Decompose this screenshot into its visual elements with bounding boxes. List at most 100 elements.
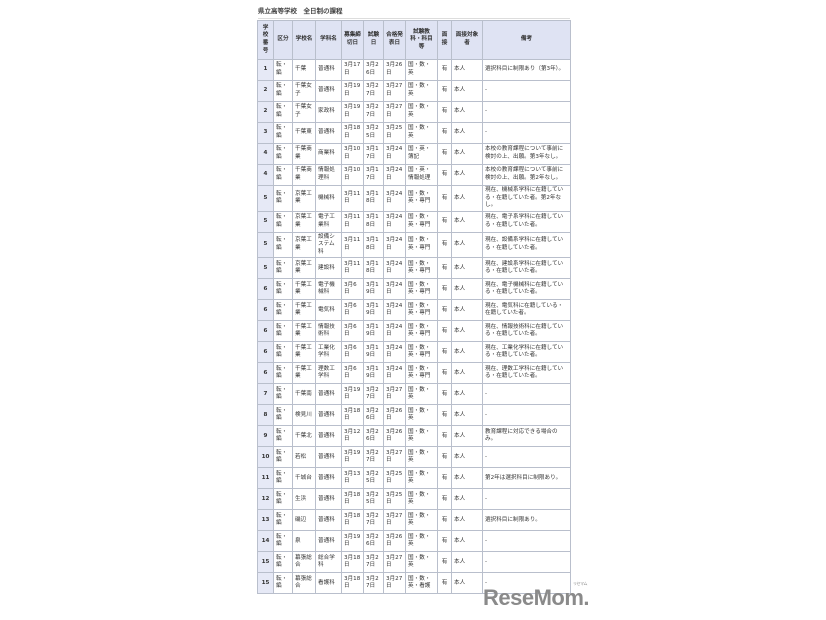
cell-interview-target: 本人 — [451, 404, 483, 427]
cell-interview: 有 — [437, 425, 452, 448]
cell-exam-date: 3月27日 — [363, 383, 384, 406]
table-row: 5 転・編 京葉工業 設備システム科 3月11日 3月18日 3月24日 国・数・英・専門有本… — [257, 231, 571, 259]
cell-category: 転・編 — [273, 320, 293, 343]
cell-school-name: 千葉女子 — [292, 101, 316, 123]
cell-result-date: 3月24日 — [383, 299, 406, 322]
cell-school-number: 6 — [257, 320, 274, 343]
cell-result-date: 3月24日 — [383, 257, 406, 280]
cell-school-name: 磯辺 — [292, 509, 316, 532]
cell-exam-subjects: 国・数・英 — [405, 59, 438, 81]
cell-department: 家政科 — [315, 101, 342, 123]
header-remarks: 備考 — [482, 20, 571, 60]
page-title: 県立高等学校 全日制の課程 — [258, 5, 570, 19]
cell-remarks: - — [482, 530, 571, 553]
cell-school-name: 幕張総合 — [292, 572, 316, 595]
cell-department: 普通科 — [315, 530, 342, 553]
cell-exam-subjects: 国・数・英 — [405, 551, 438, 574]
cell-department: 普通科 — [315, 59, 342, 81]
cell-remarks: - — [482, 551, 571, 574]
cell-interview: 有 — [437, 488, 452, 511]
cell-school-name: 千葉 — [292, 59, 316, 81]
cell-interview-target: 本人 — [451, 101, 483, 123]
cell-remarks: 現在、情報技術科に在籍している・在籍していた者。 — [482, 320, 571, 343]
cell-deadline: 3月11日 — [341, 257, 364, 280]
cell-interview-target: 本人 — [451, 143, 483, 165]
cell-deadline: 3月19日 — [341, 383, 364, 406]
cell-department: 電子工業科 — [315, 210, 342, 233]
table-row: 6 転・編 千葉工業 工業化学科 3月6日 3月19日 3月24日 国・数・英・専門有本人 現在… — [257, 341, 571, 364]
cell-school-number: 15 — [257, 551, 274, 574]
resemom-logo: ReseMom. リセマム — [483, 581, 590, 611]
cell-remarks: 選択科目に制限あり（第3年）。 — [482, 59, 571, 81]
table-row: 3 転・編 千葉東 普通科 3月18日 3月25日 3月25日 国・数・英有本人 - — [257, 122, 571, 144]
table-row: 6 転・編 千葉工業 電子機械科 3月6日 3月19日 3月24日 国・数・英・専門有本人 現在… — [257, 278, 571, 301]
cell-exam-date: 3月25日 — [363, 122, 384, 144]
table-row: 15 転・編 幕張総合 看護科 3月18日 3月27日 3月27日 国・数・英・看護有本人 - — [257, 572, 571, 595]
table-row: 2 転・編 千葉女子 家政科 3月19日 3月27日 3月27日 国・数・英有本人 - — [257, 101, 571, 123]
cell-interview: 有 — [437, 257, 452, 280]
cell-category: 転・編 — [273, 143, 293, 165]
cell-interview-target: 本人 — [451, 122, 483, 144]
table-row: 12 転・編 生浜 普通科 3月18日 3月25日 3月25日 国・数・英有本人 - — [257, 488, 571, 511]
cell-result-date: 3月27日 — [383, 446, 406, 469]
cell-interview: 有 — [437, 341, 452, 364]
cell-exam-date: 3月19日 — [363, 362, 384, 385]
cell-exam-subjects: 国・数・英 — [405, 383, 438, 406]
table-row: 10 転・編 若松 普通科 3月19日 3月27日 3月27日 国・数・英有本人 - — [257, 446, 571, 469]
cell-exam-date: 3月18日 — [363, 185, 384, 212]
logo-ruby: リセマム — [573, 581, 588, 586]
table-row: 4 転・編 千葉商業 商業科 3月10日 3月17日 3月24日 国・英・簿記有本人 本校の教育… — [257, 143, 571, 165]
cell-exam-date: 3月18日 — [363, 210, 384, 233]
cell-result-date: 3月27日 — [383, 551, 406, 574]
cell-category: 転・編 — [273, 185, 293, 212]
cell-school-number: 15 — [257, 572, 274, 595]
cell-interview-target: 本人 — [451, 383, 483, 406]
cell-deadline: 3月6日 — [341, 362, 364, 385]
cell-school-number: 5 — [257, 231, 274, 259]
header-school-number: 学校番号 — [257, 20, 274, 60]
cell-category: 転・編 — [273, 210, 293, 233]
cell-interview: 有 — [437, 320, 452, 343]
header-result-date: 合格発表日 — [383, 20, 406, 60]
cell-deadline: 3月6日 — [341, 341, 364, 364]
cell-deadline: 3月18日 — [341, 488, 364, 511]
cell-department: 設備システム科 — [315, 231, 342, 259]
cell-department: 普通科 — [315, 446, 342, 469]
header-exam-date: 試験日 — [363, 20, 384, 60]
cell-school-number: 9 — [257, 425, 274, 448]
cell-deadline: 3月18日 — [341, 551, 364, 574]
table-row: 14 転・編泉普通科 3月19日 3月26日 3月26日 国・数・英有本人 - — [257, 530, 571, 553]
cell-school-number: 5 — [257, 210, 274, 233]
cell-exam-date: 3月27日 — [363, 509, 384, 532]
cell-result-date: 3月24日 — [383, 362, 406, 385]
cell-remarks: 現在、機械系学科に在籍している・在籍していた者。第2年なし。 — [482, 185, 571, 212]
header-interview: 面接 — [437, 20, 452, 60]
cell-deadline: 3月13日 — [341, 467, 364, 490]
header-school-name: 学校名 — [292, 20, 316, 60]
cell-exam-date: 3月17日 — [363, 164, 384, 186]
cell-interview: 有 — [437, 59, 452, 81]
cell-school-name: 京葉工業 — [292, 185, 316, 212]
cell-exam-subjects: 国・数・英・専門 — [405, 341, 438, 364]
cell-result-date: 3月24日 — [383, 231, 406, 259]
cell-school-number: 6 — [257, 341, 274, 364]
cell-school-name: 京葉工業 — [292, 231, 316, 259]
cell-result-date: 3月24日 — [383, 164, 406, 186]
cell-department: 看護科 — [315, 572, 342, 595]
cell-exam-subjects: 国・数・英・専門 — [405, 278, 438, 301]
cell-exam-subjects: 国・数・英 — [405, 530, 438, 553]
cell-remarks: 現在、設備系学科に在籍している・在籍していた者。 — [482, 231, 571, 259]
cell-interview-target: 本人 — [451, 530, 483, 553]
cell-exam-subjects: 国・数・英・専門 — [405, 185, 438, 212]
cell-deadline: 3月19日 — [341, 530, 364, 553]
cell-exam-date: 3月19日 — [363, 278, 384, 301]
cell-result-date: 3月24日 — [383, 143, 406, 165]
cell-category: 転・編 — [273, 362, 293, 385]
cell-result-date: 3月27日 — [383, 80, 406, 102]
cell-result-date: 3月27日 — [383, 572, 406, 595]
cell-department: 普通科 — [315, 488, 342, 511]
cell-school-number: 6 — [257, 299, 274, 322]
cell-department: 電子機械科 — [315, 278, 342, 301]
cell-interview: 有 — [437, 101, 452, 123]
cell-remarks: 現在、建設系学科に在籍している・在籍していた者。 — [482, 257, 571, 280]
